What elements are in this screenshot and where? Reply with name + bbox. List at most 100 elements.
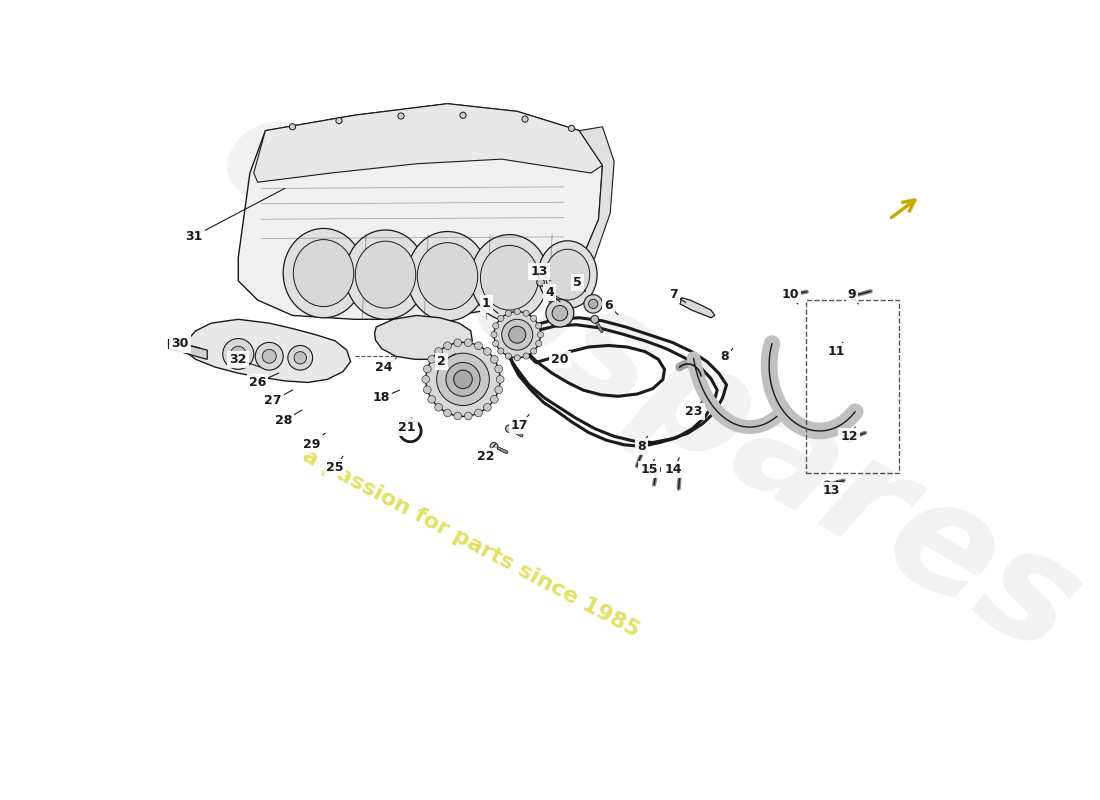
- Ellipse shape: [471, 234, 548, 321]
- Ellipse shape: [345, 230, 426, 319]
- Text: 26: 26: [249, 376, 266, 389]
- Circle shape: [506, 425, 514, 433]
- Circle shape: [491, 355, 498, 363]
- Circle shape: [848, 292, 856, 300]
- Text: 32: 32: [230, 353, 246, 366]
- Polygon shape: [375, 315, 472, 359]
- Text: 18: 18: [373, 391, 390, 404]
- Circle shape: [639, 446, 647, 454]
- Circle shape: [494, 311, 540, 358]
- Text: 23: 23: [685, 405, 703, 418]
- Circle shape: [453, 370, 472, 389]
- Text: 31: 31: [186, 230, 202, 242]
- Polygon shape: [186, 319, 351, 382]
- Circle shape: [530, 348, 537, 354]
- Circle shape: [522, 310, 529, 317]
- Circle shape: [653, 466, 661, 474]
- Circle shape: [496, 375, 504, 383]
- Circle shape: [591, 315, 598, 323]
- Circle shape: [474, 409, 482, 417]
- Text: 27: 27: [264, 394, 282, 406]
- Circle shape: [502, 319, 532, 350]
- Circle shape: [422, 375, 430, 383]
- Text: 7: 7: [670, 288, 679, 301]
- Text: 22: 22: [477, 450, 495, 463]
- Circle shape: [424, 386, 431, 394]
- Text: 2: 2: [437, 355, 446, 368]
- Circle shape: [845, 434, 853, 442]
- Text: 13: 13: [530, 265, 548, 278]
- Text: 24: 24: [375, 361, 393, 374]
- Circle shape: [546, 299, 574, 327]
- Circle shape: [426, 342, 500, 416]
- Circle shape: [294, 352, 307, 364]
- Circle shape: [464, 412, 472, 420]
- Text: 9: 9: [848, 288, 857, 301]
- Circle shape: [493, 341, 499, 346]
- Circle shape: [514, 309, 520, 314]
- Polygon shape: [239, 104, 603, 319]
- Polygon shape: [680, 298, 715, 318]
- Text: 12: 12: [840, 430, 858, 443]
- Ellipse shape: [407, 231, 487, 321]
- Text: 14: 14: [666, 463, 682, 476]
- Polygon shape: [560, 126, 614, 292]
- Text: 20: 20: [551, 353, 569, 366]
- Circle shape: [569, 126, 574, 131]
- Circle shape: [484, 347, 492, 355]
- Text: 13: 13: [823, 484, 839, 497]
- Circle shape: [434, 403, 442, 411]
- Ellipse shape: [294, 240, 354, 306]
- Polygon shape: [254, 104, 603, 182]
- Circle shape: [454, 412, 462, 420]
- Text: a passion for parts since 1985: a passion for parts since 1985: [299, 445, 642, 640]
- Circle shape: [491, 442, 498, 450]
- Circle shape: [536, 341, 542, 346]
- Circle shape: [255, 342, 283, 370]
- Ellipse shape: [538, 241, 597, 309]
- Circle shape: [530, 315, 537, 322]
- Text: 30: 30: [172, 338, 189, 350]
- Text: 15: 15: [640, 463, 658, 476]
- Circle shape: [424, 365, 431, 373]
- Circle shape: [491, 332, 497, 338]
- Circle shape: [464, 339, 472, 346]
- Circle shape: [536, 322, 542, 329]
- Circle shape: [505, 310, 512, 317]
- Circle shape: [484, 403, 492, 411]
- Text: 17: 17: [510, 419, 528, 432]
- Ellipse shape: [355, 241, 416, 308]
- Circle shape: [497, 348, 504, 354]
- Circle shape: [474, 342, 482, 350]
- Circle shape: [495, 386, 503, 394]
- Circle shape: [434, 347, 442, 355]
- Circle shape: [446, 362, 480, 396]
- Circle shape: [428, 395, 436, 403]
- Circle shape: [497, 315, 504, 322]
- Circle shape: [552, 306, 568, 321]
- Circle shape: [491, 395, 498, 403]
- Ellipse shape: [417, 242, 477, 310]
- Text: 11: 11: [828, 345, 845, 358]
- Circle shape: [437, 353, 490, 406]
- Text: 25: 25: [327, 461, 344, 474]
- Text: 28: 28: [275, 414, 292, 427]
- Circle shape: [288, 346, 312, 370]
- Polygon shape: [168, 339, 207, 359]
- Circle shape: [538, 332, 543, 338]
- Circle shape: [428, 355, 436, 363]
- Circle shape: [537, 278, 544, 286]
- Ellipse shape: [546, 250, 590, 300]
- Text: eurospares: eurospares: [194, 75, 1100, 687]
- Circle shape: [222, 338, 254, 370]
- Circle shape: [460, 112, 466, 118]
- Circle shape: [231, 346, 246, 362]
- Circle shape: [336, 118, 342, 124]
- Text: 5: 5: [573, 276, 582, 289]
- Text: 8: 8: [720, 350, 729, 362]
- Circle shape: [454, 339, 462, 346]
- Circle shape: [495, 365, 503, 373]
- Text: 29: 29: [304, 438, 320, 450]
- Circle shape: [289, 124, 296, 130]
- Circle shape: [676, 470, 684, 477]
